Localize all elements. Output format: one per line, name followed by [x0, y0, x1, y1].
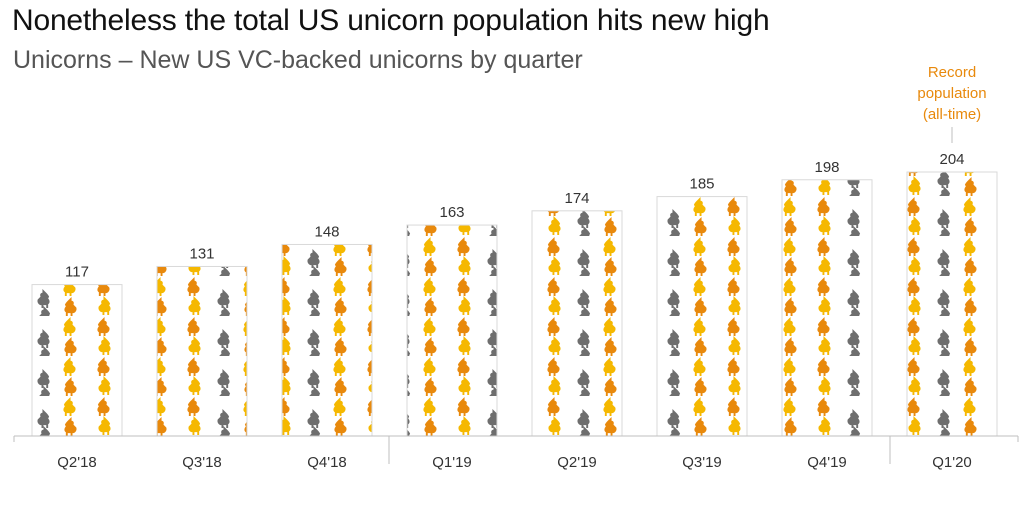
x-tick-label-Q4'18: Q4'18	[307, 454, 347, 471]
chart-title: Nonetheless the total US unicorn populat…	[12, 4, 770, 37]
x-tick-label-Q3'18: Q3'18	[182, 454, 222, 471]
bar-Q3'19	[656, 196, 748, 437]
value-label-Q2'19: 174	[564, 190, 589, 207]
bar-Q1'19	[406, 224, 498, 437]
bars-layer	[31, 171, 998, 437]
bar-Q3'18	[156, 265, 248, 437]
x-tick-label-Q2'18: Q2'18	[57, 454, 97, 471]
bar-Q4'18	[281, 243, 373, 437]
value-label-Q1'20: 204	[939, 151, 964, 168]
value-label-Q3'19: 185	[689, 176, 714, 193]
bar-Q4'19	[781, 179, 873, 437]
value-labels-layer: 117 131 148 163 174 185 198 204	[65, 151, 964, 281]
x-tick-label-Q1'20: Q1'20	[932, 454, 972, 471]
value-label-Q4'19: 198	[814, 159, 839, 176]
x-tick-label-Q1'19: Q1'19	[432, 454, 472, 471]
chart-subtitle: Unicorns – New US VC-backed unicorns by …	[13, 46, 583, 74]
bar-Q2'18	[31, 284, 123, 437]
record-annotation: Record population (all-time)	[917, 64, 987, 143]
bar-Q2'19	[531, 210, 623, 437]
annotation-line: population	[917, 85, 986, 102]
value-label-Q3'18: 131	[189, 245, 214, 262]
x-tick-label-Q3'19: Q3'19	[682, 454, 722, 471]
annotation-line: Record	[928, 64, 976, 81]
value-label-Q1'19: 163	[439, 204, 464, 221]
annotation-line: (all-time)	[923, 106, 981, 123]
value-label-Q4'18: 148	[314, 223, 339, 240]
x-tick-label-Q2'19: Q2'19	[557, 454, 597, 471]
bar-Q1'20	[906, 171, 998, 437]
value-label-Q2'18: 117	[65, 264, 89, 281]
x-axis: Q2'18 Q3'18 Q4'18 Q1'19 Q2'19 Q3'19 Q4'19 Q1'20	[13, 435, 1019, 471]
x-tick-label-Q4'19: Q4'19	[807, 454, 847, 471]
